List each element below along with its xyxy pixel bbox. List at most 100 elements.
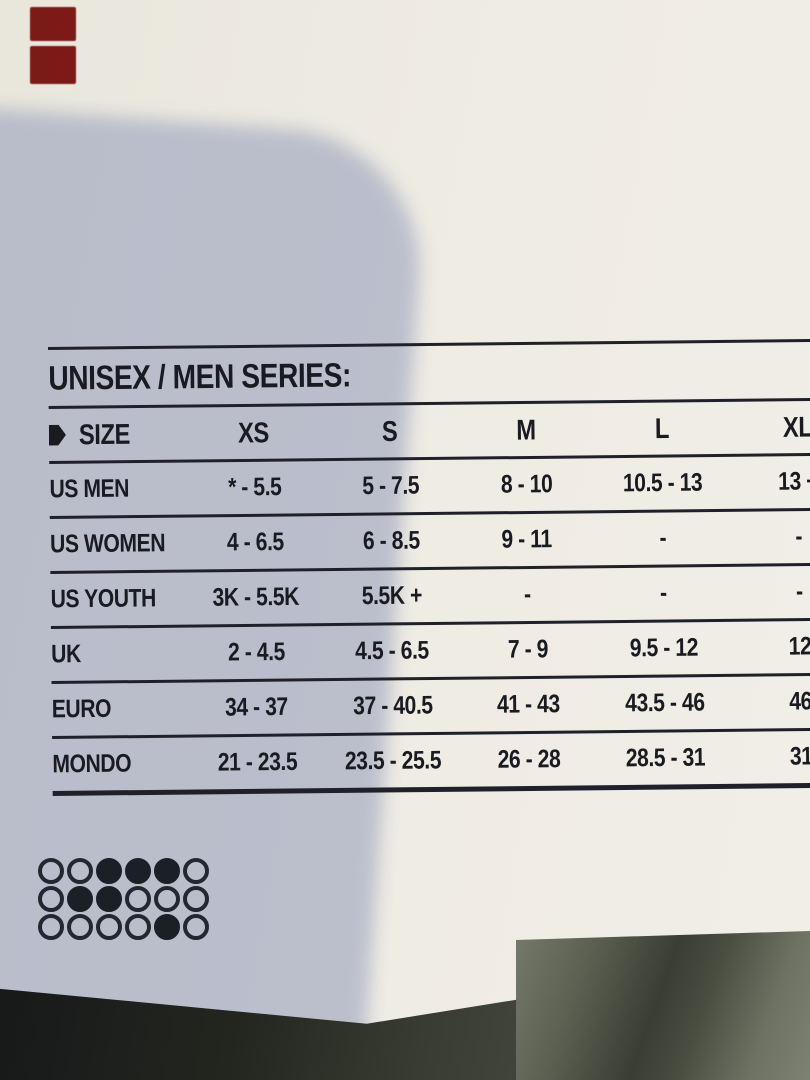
column-header-label: L (654, 412, 670, 445)
table-cell: 12 (732, 632, 810, 661)
dot-filled (67, 886, 93, 912)
column-header-label: M (516, 413, 536, 446)
table-row: EURO 34 - 37 37 - 40.5 41 - 43 43.5 - 46 46 (51, 675, 810, 739)
table-cell: 41 - 43 (461, 690, 597, 719)
table-cell: - (595, 579, 731, 608)
row-label: US WOMEN (49, 528, 187, 559)
table-cell: 46 (733, 687, 810, 716)
table-cell: 34 - 37 (189, 693, 325, 722)
table-cell-text: 7 - 9 (508, 634, 549, 664)
table-row: US WOMEN 4 - 6.5 6 - 8.5 9 - 11 - - (49, 510, 810, 574)
table-cell: 5 - 7.5 (322, 471, 458, 501)
table-cell-text: 23.5 - 25.5 (345, 746, 442, 776)
row-label: US YOUTH (50, 584, 188, 614)
row-label: EURO (52, 695, 189, 724)
table-cell: 13 + (730, 467, 810, 496)
table-cell-text: * - 5.5 (227, 472, 282, 502)
dot-open (183, 858, 209, 884)
dot-open (125, 886, 151, 912)
table-cell: - (731, 522, 810, 551)
table-cell: 21 - 23.5 (189, 748, 325, 777)
table-cell-text: 9.5 - 12 (629, 633, 699, 663)
table-body: US MEN * - 5.5 5 - 7.5 8 - 10 10.5 - 13 13 + U… (49, 455, 810, 796)
table-cell-text: 6 - 8.5 (362, 526, 420, 556)
dot-row (38, 914, 209, 940)
table-cell: 28.5 - 31 (597, 743, 733, 773)
table-row: US YOUTH 3K - 5.5K 5.5K + - - - (50, 565, 810, 629)
table-cell-text: 31 (789, 742, 810, 772)
table-cell-text: 13 + (778, 467, 810, 497)
table-cell: 10.5 - 13 (594, 468, 730, 498)
row-label: UK (51, 640, 188, 669)
column-header-label: XL (782, 410, 810, 443)
row-label: MONDO (52, 749, 189, 779)
table-cell-text: 3K - 5.5K (212, 582, 299, 613)
row-label-text: US MEN (49, 474, 130, 504)
size-arrow-icon (49, 424, 66, 445)
table-cell: 26 - 28 (461, 745, 597, 774)
table-title: UNISEX / MEN SERIES: (48, 341, 810, 409)
table-cell-text: 34 - 37 (225, 692, 289, 722)
table-cell-text: - (796, 577, 804, 606)
row-label-text: EURO (51, 694, 112, 724)
table-cell: 9.5 - 12 (596, 633, 732, 663)
column-header-label: S (382, 414, 398, 447)
table-cell-text: 26 - 28 (497, 744, 561, 775)
table-cell-text: 10.5 - 13 (622, 468, 703, 498)
table-cell-text: 21 - 23.5 (217, 747, 298, 778)
dot-filled (154, 858, 180, 884)
table-cell: 4.5 - 6.5 (324, 636, 460, 666)
dot-open (183, 914, 209, 940)
size-header-label: SIZE (78, 417, 131, 451)
size-chart: UNISEX / MEN SERIES: SIZE XS S M L XL US MEN… (48, 338, 810, 796)
dot-filled (96, 886, 122, 912)
table-cell-text: 9 - 11 (501, 524, 553, 555)
dot-row (38, 886, 209, 912)
column-header: XS (186, 416, 322, 449)
dot-open (38, 886, 64, 912)
table-cell-text: 46 (789, 687, 810, 717)
table-cell-text: 28.5 - 31 (625, 743, 706, 773)
row-label-text: UK (51, 639, 81, 669)
dot-open (154, 886, 180, 912)
table-cell-text: 2 - 4.5 (227, 637, 285, 667)
table-cell-text: 41 - 43 (497, 689, 561, 720)
table-row: UK 2 - 4.5 4.5 - 6.5 7 - 9 9.5 - 12 12 (50, 620, 810, 684)
row-label-text: US YOUTH (50, 584, 157, 614)
dot-filled (96, 858, 122, 884)
dot-open (183, 886, 209, 912)
table-cell: 2 - 4.5 (188, 638, 324, 667)
red-mark (30, 7, 76, 41)
table-cell: 9 - 11 (459, 525, 595, 554)
table-cell: 6 - 8.5 (323, 526, 459, 556)
table-cell: 23.5 - 25.5 (325, 746, 461, 776)
table-cell-text: - (524, 580, 532, 609)
table-cell: 3K - 5.5K (187, 582, 323, 613)
dot-open (67, 858, 93, 884)
dot-open (38, 858, 64, 884)
table-cell: 8 - 10 (458, 470, 594, 499)
table-cell-text: - (795, 522, 803, 551)
table-cell: * - 5.5 (186, 473, 322, 502)
table-cell: 37 - 40.5 (325, 691, 461, 721)
row-label: US MEN (49, 474, 186, 504)
dot-filled (125, 858, 151, 884)
table-row: MONDO 21 - 23.5 23.5 - 25.5 26 - 28 28.5 - 3… (52, 730, 810, 796)
dot-filled (154, 914, 180, 940)
column-header: S (322, 415, 458, 447)
row-label-text: US WOMEN (49, 528, 166, 559)
row-label-text: MONDO (52, 749, 132, 779)
table-cell: - (595, 524, 731, 553)
column-header: L (594, 412, 730, 444)
red-mark (30, 46, 76, 84)
table-cell-text: 5.5K + (361, 581, 422, 611)
table-cell-text: - (660, 578, 668, 608)
table-cell-text: - (659, 523, 667, 553)
table-row: US MEN * - 5.5 5 - 7.5 8 - 10 10.5 - 13 13 + (49, 455, 810, 519)
table-cell: 7 - 9 (460, 635, 596, 664)
table-title-text: UNISEX / MEN SERIES: (48, 355, 352, 397)
size-table: UNISEX / MEN SERIES: SIZE XS S M L XL US MEN… (48, 338, 810, 796)
dot-open (38, 914, 64, 940)
table-cell: 4 - 6.5 (187, 528, 323, 557)
